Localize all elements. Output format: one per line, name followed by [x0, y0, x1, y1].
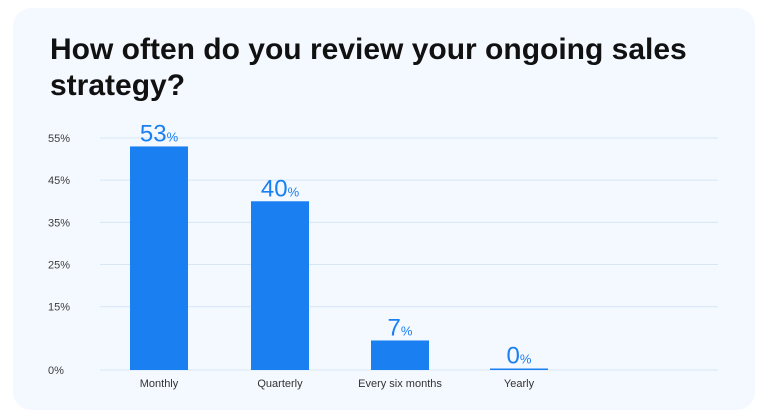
- y-tick-label: 0%: [48, 365, 64, 377]
- data-label: 53%: [140, 120, 179, 147]
- y-tick-label: 35%: [48, 217, 70, 229]
- bar: [371, 340, 429, 370]
- x-category-label: Monthly: [140, 378, 179, 390]
- y-tick-label: 55%: [48, 133, 70, 145]
- data-label: 7%: [388, 314, 413, 341]
- y-tick-label: 15%: [48, 302, 70, 314]
- data-label: 40%: [261, 175, 300, 202]
- x-category-label: Yearly: [504, 378, 535, 390]
- chart-title: How often do you review your ongoing sal…: [50, 33, 687, 102]
- bar: [251, 201, 309, 370]
- y-tick-label: 25%: [48, 260, 70, 272]
- x-category-label: Quarterly: [257, 378, 303, 390]
- bar: [130, 146, 188, 370]
- y-tick-label: 45%: [48, 175, 70, 187]
- bar: [490, 368, 548, 370]
- data-label: 0%: [507, 343, 532, 370]
- x-category-label: Every six months: [358, 378, 442, 390]
